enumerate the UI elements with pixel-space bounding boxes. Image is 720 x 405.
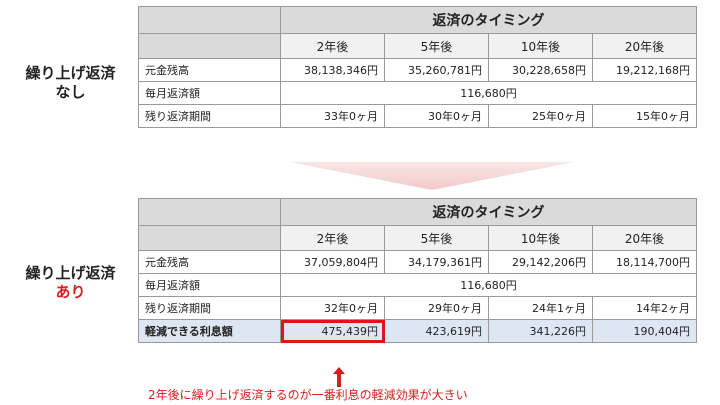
table-header-timing: 返済のタイミング xyxy=(280,6,697,34)
table-row: 残り返済期間 32年0ヶ月 29年0ヶ月 24年1ヶ月 14年2ヶ月 xyxy=(138,296,697,320)
side-label-line1: 繰り上げ返済 xyxy=(25,64,116,82)
table-corner xyxy=(138,33,281,59)
row-label-monthly: 毎月返済額 xyxy=(138,273,281,297)
side-label-without-prepayment: 繰り上げ返済 なし xyxy=(8,64,133,102)
table-cell: 15年0ヶ月 xyxy=(592,104,697,128)
down-chevron-shape xyxy=(290,162,574,190)
up-arrow-icon xyxy=(333,367,345,387)
table-row: 毎月返済額 116,680円 xyxy=(138,273,697,297)
row-label-principal: 元金残高 xyxy=(138,58,281,82)
side-label-line2: あり xyxy=(55,283,86,301)
table-row: 毎月返済額 116,680円 xyxy=(138,81,697,105)
table-cell: 25年0ヶ月 xyxy=(488,104,593,128)
table-cell: 423,619円 xyxy=(384,319,489,343)
column-header: 10年後 xyxy=(488,225,593,251)
table-header-timing: 返済のタイミング xyxy=(280,198,697,226)
column-header: 2年後 xyxy=(280,33,385,59)
table-row: 元金残高 38,138,346円 35,260,781円 30,228,658円… xyxy=(138,58,697,82)
side-label-with-prepayment: 繰り上げ返済 あり xyxy=(8,264,133,302)
table-cell: 29年0ヶ月 xyxy=(384,296,489,320)
row-label-remaining: 残り返済期間 xyxy=(138,296,281,320)
table-cell: 341,226円 xyxy=(488,319,593,343)
table-row-interest-savings: 軽減できる利息額 475,439円 423,619円 341,226円 190,… xyxy=(138,319,697,343)
table-row: 元金残高 37,059,804円 34,179,361円 29,142,206円… xyxy=(138,250,697,274)
table-cell: 30,228,658円 xyxy=(488,58,593,82)
table-cell: 24年1ヶ月 xyxy=(488,296,593,320)
row-label-monthly: 毎月返済額 xyxy=(138,81,281,105)
column-header: 10年後 xyxy=(488,33,593,59)
table-cell: 14年2ヶ月 xyxy=(592,296,697,320)
column-header: 5年後 xyxy=(384,33,489,59)
table-corner xyxy=(138,6,281,34)
table-cell: 19,212,168円 xyxy=(592,58,697,82)
table-cell: 30年0ヶ月 xyxy=(384,104,489,128)
row-label-savings: 軽減できる利息額 xyxy=(138,319,281,343)
column-header: 5年後 xyxy=(384,225,489,251)
side-label-line2: なし xyxy=(55,83,86,101)
column-header: 20年後 xyxy=(592,225,697,251)
table-corner xyxy=(138,225,281,251)
highlighted-savings-cell: 475,439円 xyxy=(280,319,385,343)
column-header: 2年後 xyxy=(280,225,385,251)
table-row: 残り返済期間 33年0ヶ月 30年0ヶ月 25年0ヶ月 15年0ヶ月 xyxy=(138,104,697,128)
table-cell: 38,138,346円 xyxy=(280,58,385,82)
table-cell: 37,059,804円 xyxy=(280,250,385,274)
conclusion-note: 2年後に繰り上げ返済するのが一番利息の軽減効果が大きい xyxy=(148,388,468,402)
table-without-prepayment: 返済のタイミング 2年後 5年後 10年後 20年後 元金残高 38,138,3… xyxy=(138,6,697,128)
table-cell: 35,260,781円 xyxy=(384,58,489,82)
row-label-remaining: 残り返済期間 xyxy=(138,104,281,128)
table-cell: 34,179,361円 xyxy=(384,250,489,274)
table-corner xyxy=(138,198,281,226)
column-header: 20年後 xyxy=(592,33,697,59)
table-cell: 33年0ヶ月 xyxy=(280,104,385,128)
table-with-prepayment: 返済のタイミング 2年後 5年後 10年後 20年後 元金残高 37,059,8… xyxy=(138,198,697,343)
table-cell: 190,404円 xyxy=(592,319,697,343)
table-cell: 29,142,206円 xyxy=(488,250,593,274)
table-cell-monthly: 116,680円 xyxy=(280,81,697,105)
side-label-line1: 繰り上げ返済 xyxy=(25,264,116,282)
row-label-principal: 元金残高 xyxy=(138,250,281,274)
table-cell: 32年0ヶ月 xyxy=(280,296,385,320)
table-cell-monthly: 116,680円 xyxy=(280,273,697,297)
table-cell: 18,114,700円 xyxy=(592,250,697,274)
